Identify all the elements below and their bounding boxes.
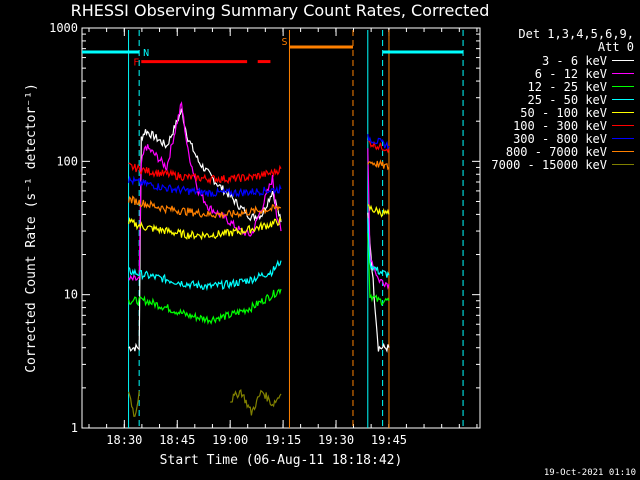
legend-entry-label: 3 - 6 keV bbox=[541, 53, 607, 68]
legend: Det 1,3,4,5,6,9, Att 0 3 - 6 keV 6 - 12 k… bbox=[484, 27, 634, 172]
plot-frame bbox=[81, 27, 481, 429]
legend-entry-label: 7000 - 15000 keV bbox=[491, 157, 607, 172]
legend-entry: 12 - 25 keV bbox=[484, 79, 634, 94]
chart-title: RHESSI Observing Summary Count Rates, Co… bbox=[70, 1, 490, 20]
series-lines bbox=[128, 101, 390, 417]
legend-swatch bbox=[612, 86, 634, 87]
legend-swatch bbox=[612, 138, 634, 139]
y-tick-label: 10 bbox=[64, 288, 78, 302]
legend-entry-label: 6 - 12 keV bbox=[534, 66, 607, 81]
legend-swatch bbox=[612, 60, 634, 61]
x-axis-label: Start Time (06-Aug-11 18:18:42) bbox=[159, 453, 403, 468]
state-vertical-lines bbox=[128, 30, 464, 428]
series-line bbox=[367, 204, 390, 218]
legend-entry: 3 - 6 keV bbox=[484, 53, 634, 68]
series-line bbox=[128, 216, 282, 241]
legend-header-detectors: Det 1,3,4,5,6,9, bbox=[518, 27, 634, 41]
series-line bbox=[367, 218, 390, 278]
tick-labels: 1 10 100 1000 18:30 18:45 19:00 19:15 19:30 19:45 bbox=[49, 21, 407, 447]
legend-swatch bbox=[612, 73, 634, 74]
timestamp-footer: 19-Oct-2021 01:10 bbox=[543, 468, 636, 478]
x-tick-label: 19:00 bbox=[212, 433, 248, 447]
series-line bbox=[367, 159, 390, 171]
state-bar-label: N bbox=[143, 48, 149, 59]
legend-header-attenuator: Att 0 bbox=[597, 40, 634, 54]
legend-swatch bbox=[612, 164, 634, 165]
y-axis-label: Corrected Count Rate (s⁻¹ detector⁻¹) bbox=[24, 83, 39, 373]
legend-entry-label: 100 - 300 keV bbox=[513, 118, 607, 133]
x-tick-label: 19:45 bbox=[371, 433, 407, 447]
y-tick-label: 100 bbox=[56, 154, 78, 168]
legend-entry: 100 - 300 keV bbox=[484, 118, 634, 133]
legend-entry-label: 800 - 7000 keV bbox=[505, 144, 607, 159]
series-line bbox=[367, 139, 390, 154]
state-bar-label: F bbox=[133, 58, 139, 69]
y-tick-label: 1000 bbox=[49, 21, 78, 35]
x-tick-label: 19:15 bbox=[265, 433, 301, 447]
legend-entry-label: 300 - 800 keV bbox=[513, 131, 607, 146]
legend-entry: 25 - 50 keV bbox=[484, 92, 634, 107]
legend-entry-label: 50 - 100 keV bbox=[520, 105, 607, 120]
y-tick-label: 1 bbox=[71, 421, 78, 435]
legend-entry: 300 - 800 keV bbox=[484, 131, 634, 146]
x-tick-label: 19:30 bbox=[318, 433, 354, 447]
series-line bbox=[230, 388, 282, 416]
series-line bbox=[128, 259, 282, 292]
legend-entry: 7000 - 15000 keV bbox=[484, 157, 634, 172]
legend-entry: 50 - 100 keV bbox=[484, 105, 634, 120]
series-line bbox=[367, 134, 390, 151]
legend-swatch bbox=[612, 112, 634, 113]
legend-entry-label: 12 - 25 keV bbox=[527, 79, 607, 94]
x-tick-label: 18:30 bbox=[106, 433, 142, 447]
legend-entry: 800 - 7000 keV bbox=[484, 144, 634, 159]
legend-entry: 6 - 12 keV bbox=[484, 66, 634, 81]
series-line bbox=[128, 175, 282, 198]
state-bars: NF S bbox=[82, 37, 464, 69]
legend-entry-label: 25 - 50 keV bbox=[527, 92, 607, 107]
series-line bbox=[367, 232, 390, 306]
series-line bbox=[128, 108, 282, 352]
legend-swatch bbox=[612, 99, 634, 100]
series-line bbox=[128, 195, 282, 219]
series-line bbox=[128, 101, 282, 282]
series-line bbox=[128, 288, 282, 326]
series-line bbox=[128, 162, 282, 185]
legend-swatch bbox=[612, 151, 634, 152]
legend-swatch bbox=[612, 125, 634, 126]
state-bar-label: S bbox=[281, 37, 287, 48]
x-tick-label: 18:45 bbox=[159, 433, 195, 447]
series-line bbox=[367, 148, 390, 290]
series-line bbox=[367, 212, 390, 353]
series-line bbox=[128, 390, 140, 417]
